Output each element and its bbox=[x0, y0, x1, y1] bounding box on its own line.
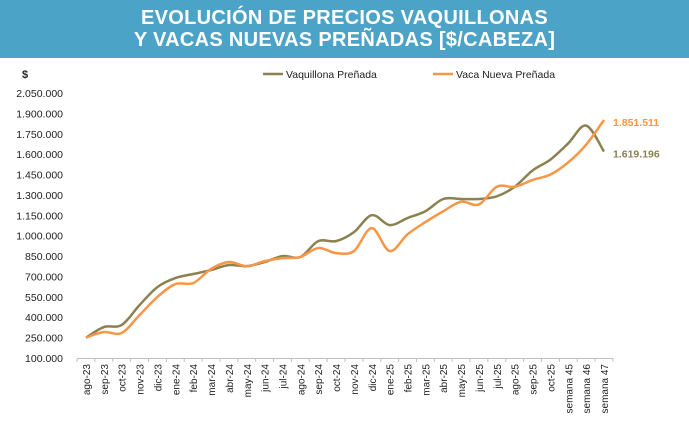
x-tick-label: sep-25 bbox=[529, 364, 540, 395]
x-tick-label: ene-25 bbox=[386, 364, 397, 396]
legend-label: Vaca Nueva Preñada bbox=[456, 69, 555, 81]
x-tick-label: ago-25 bbox=[511, 364, 522, 396]
legend-label: Vaquillona Preñada bbox=[286, 69, 377, 81]
x-tick-label: dic-24 bbox=[368, 364, 379, 392]
y-tick-label: 400.000 bbox=[25, 312, 63, 324]
x-tick-label: dic-23 bbox=[153, 364, 164, 392]
y-tick-label: 1.600.000 bbox=[16, 149, 63, 161]
x-tick-label: mar-25 bbox=[421, 364, 432, 396]
x-tick-label: abr-24 bbox=[225, 364, 236, 393]
x-tick-label: ene-24 bbox=[171, 364, 182, 396]
y-tick-label: 1.750.000 bbox=[16, 129, 63, 141]
x-tick-label: ago-24 bbox=[296, 364, 307, 396]
x-tick-label: oct-25 bbox=[546, 364, 557, 392]
x-tick-label: semana 47 bbox=[600, 364, 611, 414]
x-tick-label: may-25 bbox=[457, 364, 468, 398]
end-value-label: 1.851.511 bbox=[613, 117, 659, 129]
y-axis: 100.000 250.000 400.000 550.000 700.000 850.0… bbox=[16, 88, 63, 365]
series-line-1 bbox=[85, 119, 606, 339]
x-tick-label: semana 45 bbox=[564, 364, 575, 414]
x-tick-label: nov-23 bbox=[136, 364, 147, 395]
y-tick-label: 1.450.000 bbox=[16, 170, 63, 182]
y-tick-label: 1.150.000 bbox=[16, 210, 63, 222]
x-tick-label: ago-23 bbox=[82, 364, 93, 396]
x-tick-label: mar-24 bbox=[207, 364, 218, 396]
legend: Vaquillona Preñada Vaca Nueva Preñada bbox=[263, 69, 555, 81]
y-tick-label: 250.000 bbox=[25, 333, 63, 345]
x-tick-label: may-24 bbox=[243, 364, 254, 398]
y-tick-label: 700.000 bbox=[25, 271, 63, 283]
y-tick-label: 2.050.000 bbox=[16, 88, 63, 100]
series-lines bbox=[85, 119, 606, 339]
x-tick-label: jul-24 bbox=[278, 364, 289, 390]
y-tick-label: 850.000 bbox=[25, 251, 63, 263]
chart-title-line1: EVOLUCIÓN DE PRECIOS VAQUILLONAS bbox=[140, 7, 549, 29]
chart-title-line2: Y VACAS NUEVAS PREÑADAS [$/CABEZA] bbox=[133, 29, 556, 51]
end-value-label: 1.619.196 bbox=[613, 149, 660, 161]
series-line-0 bbox=[85, 124, 606, 339]
y-tick-label: 1.300.000 bbox=[16, 190, 63, 202]
x-tick-label: feb-24 bbox=[189, 364, 200, 393]
x-tick-label: nov-24 bbox=[350, 364, 361, 395]
x-tick-label: sep-24 bbox=[314, 364, 325, 395]
x-tick-label: jun-25 bbox=[475, 364, 486, 393]
x-tick-label: feb-25 bbox=[404, 364, 415, 393]
end-labels: 1.619.196 1.851.511 bbox=[613, 117, 660, 161]
x-tick-label: oct-23 bbox=[118, 364, 129, 392]
y-axis-label: $ bbox=[22, 69, 28, 81]
y-tick-label: 100.000 bbox=[25, 353, 63, 365]
x-tick-label: jul-25 bbox=[493, 364, 504, 390]
x-tick-label: oct-24 bbox=[332, 364, 343, 392]
x-tick-label: jun-24 bbox=[261, 364, 272, 393]
chart-title-banner: EVOLUCIÓN DE PRECIOS VAQUILLONAS Y VACAS… bbox=[0, 0, 689, 58]
y-tick-label: 1.900.000 bbox=[16, 108, 63, 120]
y-tick-label: 550.000 bbox=[25, 292, 63, 304]
x-tick-label: abr-25 bbox=[439, 364, 450, 393]
x-tick-label: semana 46 bbox=[582, 364, 593, 414]
x-axis: ago-23 sep-23 oct-23 nov-23 dic-23 ene-24 feb-… bbox=[76, 358, 614, 414]
x-tick-label: sep-23 bbox=[100, 364, 111, 395]
y-tick-label: 1.000.000 bbox=[16, 231, 63, 243]
